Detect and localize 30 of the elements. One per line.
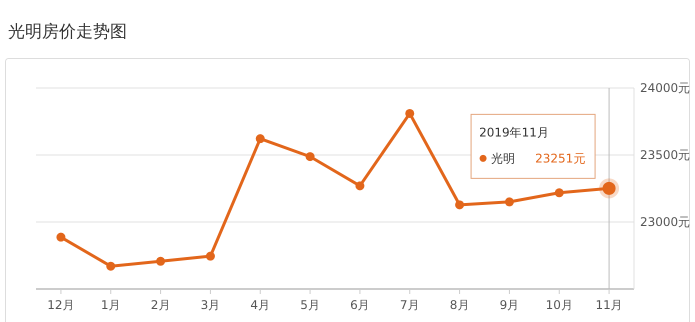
legend-label: 光明 — [491, 151, 516, 166]
x-tick-label: 5月 — [300, 298, 320, 312]
x-tick-label: 3月 — [200, 298, 220, 312]
point — [455, 200, 464, 210]
x-tick-label: 8月 — [450, 298, 470, 312]
x-tick-label: 11月 — [595, 298, 623, 312]
x-tick-label: 7月 — [400, 298, 420, 312]
y-tick-label: 23000元 — [640, 215, 690, 229]
point — [106, 262, 116, 271]
title: 光明房价走势图 — [8, 22, 127, 42]
point — [206, 252, 215, 261]
annotation: 2019年11月 — [479, 125, 549, 140]
x-tick-label: 12月 — [47, 298, 75, 312]
point — [504, 197, 514, 206]
point — [56, 232, 66, 242]
x-tick-label: 10月 — [546, 298, 573, 312]
point — [405, 108, 414, 118]
point — [156, 256, 166, 266]
point — [554, 188, 564, 198]
y-tick-label: 23500元 — [640, 148, 690, 162]
x-tick-label: 2月 — [150, 298, 170, 312]
x-tick-label: 6月 — [350, 298, 370, 312]
point — [256, 134, 265, 144]
x-tick-label: 9月 — [500, 298, 520, 312]
point — [306, 152, 315, 162]
x-tick-label: 4月 — [250, 298, 270, 312]
text: 23251元 — [535, 151, 586, 166]
y-tick-label: 24000元 — [640, 81, 690, 95]
point — [355, 181, 364, 190]
x-tick-label: 1月 — [100, 298, 121, 312]
